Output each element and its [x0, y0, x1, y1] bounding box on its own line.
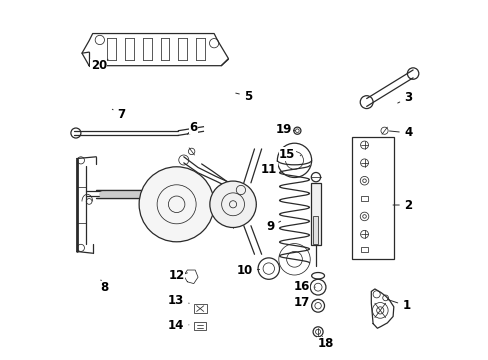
- Text: 14: 14: [167, 319, 188, 332]
- Circle shape: [209, 181, 256, 228]
- Bar: [351, 137, 393, 258]
- Text: 11: 11: [260, 163, 282, 176]
- Circle shape: [139, 167, 214, 242]
- Text: 12: 12: [168, 269, 187, 282]
- Text: 6: 6: [187, 121, 198, 134]
- Bar: [311, 183, 320, 245]
- Text: 18: 18: [317, 337, 333, 350]
- Bar: [313, 216, 318, 244]
- Text: 3: 3: [397, 91, 411, 104]
- Bar: [360, 196, 367, 201]
- Text: 15: 15: [279, 148, 300, 161]
- Text: 19: 19: [275, 123, 295, 136]
- Text: 2: 2: [392, 198, 411, 212]
- Text: 8: 8: [100, 280, 108, 294]
- Bar: [193, 303, 206, 313]
- Text: 9: 9: [265, 220, 280, 233]
- Text: 10: 10: [236, 264, 259, 276]
- Text: 1: 1: [386, 299, 409, 312]
- Text: 4: 4: [388, 126, 411, 139]
- Text: 16: 16: [293, 280, 315, 293]
- Text: 5: 5: [235, 90, 252, 103]
- Text: 20: 20: [90, 59, 108, 72]
- Text: 7: 7: [112, 108, 125, 121]
- Bar: [360, 247, 367, 252]
- Text: 13: 13: [167, 294, 189, 307]
- Bar: [194, 322, 205, 330]
- Text: 17: 17: [293, 296, 315, 309]
